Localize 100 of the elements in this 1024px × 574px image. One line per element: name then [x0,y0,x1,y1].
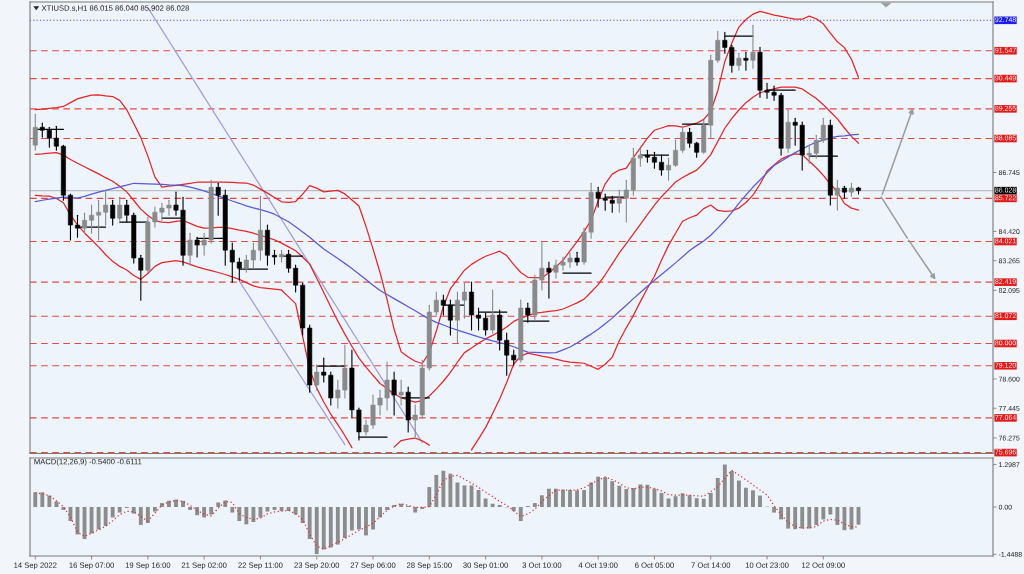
bar [631,488,636,507]
bar [582,490,587,507]
candlestick [110,199,116,226]
bar [321,507,326,550]
candlestick [187,232,193,266]
bar [364,507,368,536]
bar [603,477,608,507]
bar [33,492,38,507]
candlestick [666,157,671,181]
bar [152,507,157,512]
bar [181,500,185,507]
candlestick [398,379,404,406]
bar [568,490,572,507]
candlestick [53,125,59,151]
bar [589,482,594,507]
bar [385,507,390,510]
candlestick [469,281,474,331]
bar [138,507,143,525]
candlestick [82,212,87,234]
candlestick [433,291,439,316]
bar [518,507,523,522]
bar [561,489,565,507]
bar [715,477,720,507]
bar [448,473,453,507]
bar [701,498,706,507]
candlestick [75,214,80,238]
bar [751,490,755,507]
bar [680,493,685,507]
bar [814,507,819,525]
bar [694,498,699,507]
candlestick [454,291,460,344]
candlestick [736,52,742,71]
bar [202,507,207,518]
bar [328,507,333,548]
bar [617,485,622,507]
bar [427,487,432,507]
bar [378,507,382,518]
bar [835,507,840,525]
bar [209,507,214,515]
bar [216,502,221,507]
bar [342,507,347,539]
bar [349,507,354,531]
bar [258,507,263,518]
bar [413,507,418,513]
bar [251,507,256,523]
candlestick [743,51,749,71]
bar [195,507,200,516]
bar [89,507,94,534]
candlestick [293,264,299,293]
bar [828,507,833,515]
candlestick [194,236,200,258]
bar [314,507,319,555]
bar [103,507,108,526]
bar [441,470,446,507]
candlestick [314,364,320,391]
bar [188,507,193,510]
bar [772,507,776,513]
bar [554,488,558,507]
bar [645,484,650,507]
candlestick [525,302,531,323]
bar [54,501,59,507]
bar [722,464,727,507]
candlestick [680,126,686,153]
bar [483,498,488,507]
line-series [34,469,860,550]
candlestick [286,249,292,273]
bar [434,474,439,507]
candlestick [546,261,552,299]
candlestick [750,24,756,69]
bar [293,507,298,515]
bar [371,507,375,530]
bar [61,507,66,510]
bar [230,507,235,513]
candlestick [257,195,263,261]
bar [610,481,615,507]
bar [546,488,551,507]
candlestick [462,282,467,319]
candlestick [117,196,123,221]
bar [800,507,805,529]
bar [532,503,537,507]
candlestick [490,289,496,334]
line-series [238,280,346,446]
line-series [34,86,860,403]
bar [237,507,242,522]
candlestick [476,307,482,331]
candlestick [32,113,38,151]
bar [300,507,305,524]
bar [708,492,713,507]
bar [174,499,178,507]
bar [596,476,601,507]
bar [743,487,748,507]
bar [511,507,516,511]
bar [793,507,798,530]
bar [624,489,629,507]
candlestick [673,139,679,167]
bar [307,507,312,540]
candlestick [483,312,489,336]
candlestick [89,204,95,234]
bar [758,495,762,507]
bar [117,507,122,513]
